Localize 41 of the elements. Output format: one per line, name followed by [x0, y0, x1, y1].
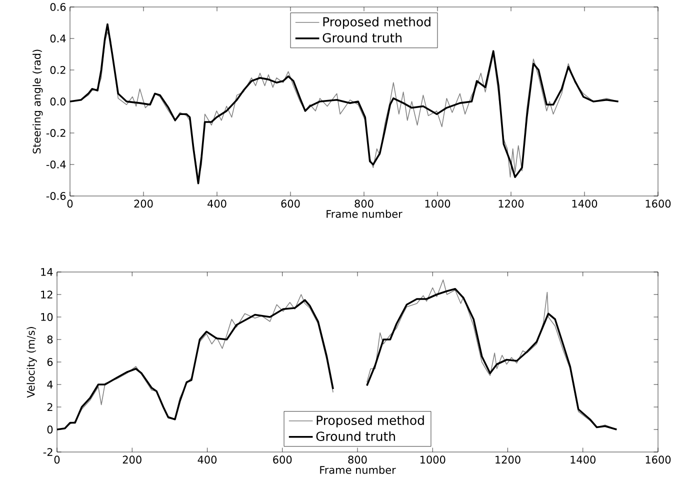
x-tick-label: 1600	[646, 456, 671, 464]
legend-label: Proposed method	[316, 415, 424, 428]
y-tick-label: 0.0	[50, 98, 66, 106]
x-tick-label: 1400	[572, 200, 598, 208]
x-tick-label: 400	[208, 200, 226, 208]
x-tick-label: 200	[122, 456, 142, 464]
x-tick-label: 1000	[420, 456, 446, 464]
x-tick-label: 1000	[425, 200, 450, 208]
y-tick-label: 8	[47, 336, 53, 344]
y-axis-title: Velocity (m/s)	[26, 327, 37, 398]
x-tick-label: 1600	[646, 200, 671, 208]
y-tick-label: -0.2	[46, 129, 66, 137]
x-axis-title: Frame number	[320, 466, 396, 474]
y-tick-label: 0.4	[50, 34, 66, 42]
y-tick-label: 0.2	[50, 66, 66, 74]
legend-label: Ground truth	[322, 32, 402, 42]
x-tick-label: 400	[198, 456, 217, 464]
y-tick-label: 12	[41, 290, 52, 298]
y-tick-label: 2	[47, 403, 52, 411]
y-tick-label: 0.6	[50, 3, 66, 11]
y-tick-label: 0	[47, 426, 53, 434]
x-tick-label: 1400	[570, 456, 596, 464]
x-tick-label: 200	[134, 200, 153, 208]
y-tick-label: -0.6	[46, 192, 66, 200]
y-tick-label: 14	[41, 268, 53, 276]
y-tick-label: -2	[43, 448, 52, 456]
x-tick-label: 600	[273, 456, 292, 464]
y-tick-label: 6	[47, 358, 53, 366]
x-tick-label: 1200	[496, 456, 520, 464]
y-axis-title: Steering angle (rad)	[32, 50, 43, 154]
y-tick-label: -0.4	[46, 160, 66, 168]
x-tick-label: 800	[348, 456, 367, 464]
y-tick-label: 4	[47, 380, 53, 388]
x-tick-label: 600	[281, 200, 300, 208]
legend-label: Ground truth	[316, 431, 395, 442]
x-tick-label: 1200	[498, 200, 524, 208]
x-tick-label: 0	[67, 200, 73, 208]
legend-label: Proposed method	[323, 16, 430, 29]
y-tick-label: 10	[41, 313, 53, 321]
x-tick-label: 800	[354, 200, 374, 208]
x-axis-title: Frame number	[326, 210, 402, 218]
